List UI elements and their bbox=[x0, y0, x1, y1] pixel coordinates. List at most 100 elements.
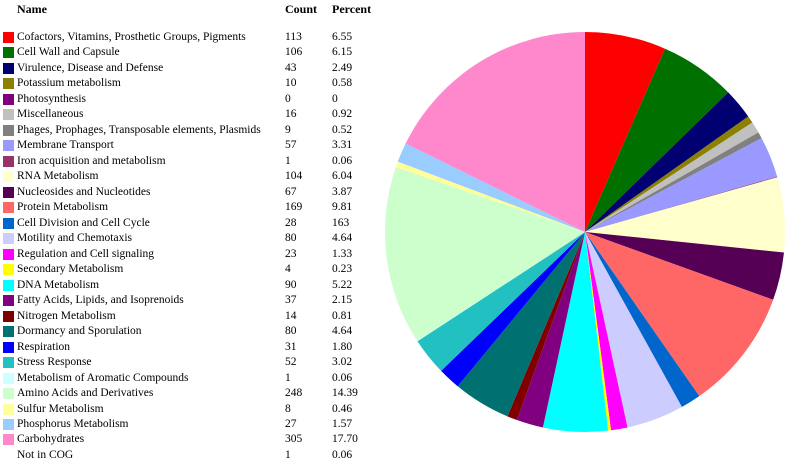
legend-name: Cell Wall and Capsule bbox=[17, 46, 120, 59]
legend-swatch bbox=[3, 124, 14, 136]
legend-row: Respiration 31 1.80 bbox=[0, 340, 380, 354]
legend-swatch bbox=[3, 93, 14, 105]
legend-row: Potassium metabolism 10 0.58 bbox=[0, 76, 380, 90]
pie-slice bbox=[417, 232, 585, 342]
legend-name: Potassium metabolism bbox=[17, 77, 121, 90]
legend-count: 16 bbox=[285, 108, 297, 121]
pie-slice bbox=[585, 232, 700, 407]
legend-count: 113 bbox=[285, 31, 302, 43]
legend-count: 106 bbox=[285, 46, 303, 59]
legend-percent: 163 bbox=[332, 216, 350, 229]
legend-name: Regulation and Cell signaling bbox=[17, 247, 155, 260]
legend-name: Cell Division and Cell Cycle bbox=[17, 216, 150, 229]
legend-row: Phages, Prophages, Transposable elements… bbox=[0, 123, 380, 137]
legend-name: Membrane Transport bbox=[17, 139, 114, 152]
legend-name: Respiration bbox=[17, 340, 71, 353]
pie-slice bbox=[516, 232, 585, 428]
legend-count: 80 bbox=[285, 325, 297, 338]
legend-percent: 4.64 bbox=[332, 325, 353, 338]
pie-slice bbox=[585, 232, 784, 300]
legend-row: Secondary Metabolism 4 0.23 bbox=[0, 262, 380, 276]
legend-row: Metabolism of Aromatic Compounds 1 0.06 bbox=[0, 371, 380, 385]
legend-name: Sulfur Metabolism bbox=[17, 402, 104, 415]
legend-name: Amino Acids and Derivatives bbox=[17, 387, 154, 400]
legend-percent: 0.06 bbox=[332, 448, 353, 461]
legend-swatch bbox=[3, 279, 14, 291]
legend-swatch bbox=[3, 388, 14, 400]
legend-row: Nitrogen Metabolism 14 0.81 bbox=[0, 309, 380, 323]
legend-name: Stress Response bbox=[17, 356, 92, 369]
legend-name: Carbohydrates bbox=[17, 433, 85, 446]
legend-name: Nitrogen Metabolism bbox=[17, 309, 116, 322]
legend-count: 9 bbox=[285, 123, 291, 136]
legend-count: 57 bbox=[285, 139, 297, 152]
legend-swatch bbox=[3, 171, 14, 183]
legend-percent: 0.92 bbox=[332, 108, 353, 121]
legend-name: Fatty Acids, Lipids, and Isoprenoids bbox=[17, 294, 184, 307]
legend-count: 4 bbox=[285, 263, 291, 276]
legend-swatch bbox=[3, 341, 14, 353]
pie-slice bbox=[457, 232, 585, 417]
legend-count: 14 bbox=[285, 309, 297, 322]
legend-row: Miscellaneous 16 0.92 bbox=[0, 107, 380, 121]
pie-slice bbox=[585, 176, 778, 232]
pie-slice bbox=[585, 138, 778, 232]
legend-percent: 2.49 bbox=[332, 61, 353, 74]
pie-slice bbox=[585, 32, 666, 232]
legend-swatch bbox=[3, 202, 14, 214]
legend-percent: 2.15 bbox=[332, 294, 353, 307]
legend-swatch bbox=[3, 155, 14, 167]
legend-row: Cofactors, Vitamins, Prosthetic Groups, … bbox=[0, 30, 380, 44]
legend-name: Secondary Metabolism bbox=[17, 263, 124, 276]
legend-percent: 17.70 bbox=[332, 433, 358, 446]
legend-row: Stress Response 52 3.02 bbox=[0, 355, 380, 369]
pie-slice bbox=[585, 177, 786, 253]
legend-count: 248 bbox=[285, 387, 303, 400]
legend-name: Metabolism of Aromatic Compounds bbox=[17, 371, 189, 384]
legend-name: DNA Metabolism bbox=[17, 278, 100, 291]
legend-swatch bbox=[3, 32, 14, 43]
pie-slice bbox=[585, 92, 749, 232]
legend-swatch bbox=[3, 140, 14, 152]
legend-name: Virulence, Disease and Defense bbox=[17, 61, 164, 74]
pie-slice bbox=[585, 132, 762, 232]
pie-slice bbox=[585, 232, 774, 397]
legend-count: 27 bbox=[285, 418, 297, 430]
legend-count: 43 bbox=[285, 61, 297, 74]
legend-swatch bbox=[3, 186, 14, 198]
pie-slice bbox=[585, 122, 759, 232]
pie-slice bbox=[417, 232, 585, 371]
legend-name: Protein Metabolism bbox=[17, 201, 109, 214]
legend-count: 1 bbox=[285, 154, 291, 167]
legend-count: 90 bbox=[285, 278, 297, 291]
legend-row: Motility and Chemotaxis 80 4.64 bbox=[0, 231, 380, 245]
legend-swatch bbox=[3, 217, 14, 229]
pie-slice bbox=[585, 232, 612, 431]
legend-count: 80 bbox=[285, 232, 297, 245]
legend-name: Cofactors, Vitamins, Prosthetic Groups, … bbox=[17, 31, 246, 43]
legend-count: 23 bbox=[285, 247, 297, 260]
legend-count: 10 bbox=[285, 77, 297, 90]
legend-row: Sulfur Metabolism 8 0.46 bbox=[0, 402, 380, 416]
legend-count: 67 bbox=[285, 185, 297, 198]
legend-swatch bbox=[3, 326, 14, 338]
legend-percent: 0.81 bbox=[332, 309, 353, 322]
legend-name: Not in COG bbox=[17, 448, 74, 461]
legend-swatch bbox=[3, 434, 14, 446]
legend-row: Not in COG 1 0.06 bbox=[0, 448, 380, 462]
legend-swatch bbox=[3, 419, 14, 430]
legend-percent: 6.15 bbox=[332, 46, 353, 59]
pie-slice bbox=[384, 167, 585, 341]
legend-name: Photosynthesis bbox=[17, 92, 87, 105]
legend-percent: 0.23 bbox=[332, 263, 353, 276]
legend-row: Fatty Acids, Lipids, and Isoprenoids 37 2.… bbox=[0, 293, 380, 307]
legend-row: Phosphorus Metabolism 27 1.57 bbox=[0, 417, 380, 431]
legend-swatch bbox=[3, 248, 14, 260]
legend-count: 28 bbox=[285, 216, 297, 229]
legend-swatch bbox=[3, 403, 14, 415]
legend-swatch bbox=[3, 62, 14, 74]
legend-row: DNA Metabolism 90 5.22 bbox=[0, 278, 380, 292]
legend-percent: 4.64 bbox=[332, 232, 353, 245]
legend-percent: 0.46 bbox=[332, 402, 353, 415]
legend-percent: 0.06 bbox=[332, 371, 353, 384]
